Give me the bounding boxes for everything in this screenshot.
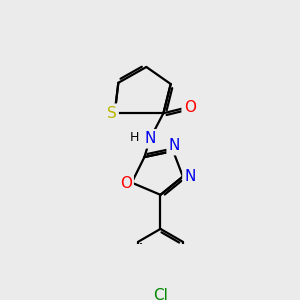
Text: S: S xyxy=(107,106,117,121)
Text: N: N xyxy=(184,169,196,184)
Text: O: O xyxy=(120,176,132,191)
Text: O: O xyxy=(184,100,196,116)
Text: N: N xyxy=(144,131,156,146)
Text: N: N xyxy=(169,138,180,153)
Text: Cl: Cl xyxy=(153,288,168,300)
Text: H: H xyxy=(130,131,140,144)
